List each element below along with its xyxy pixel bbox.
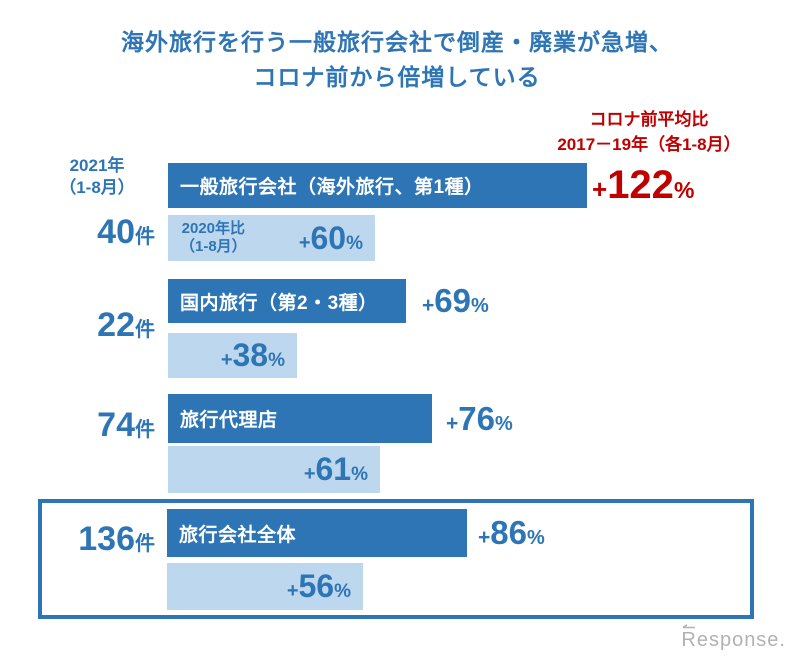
count-value: 40 xyxy=(97,213,135,251)
pre-covid-note-line1: コロナ前平均比 xyxy=(589,110,709,129)
highlight-box-total xyxy=(38,499,754,619)
bar-precovid-agent: 旅行代理店 xyxy=(168,394,432,443)
response-watermark: Response. xyxy=(681,624,786,652)
response-logo-arrow-icon xyxy=(682,624,696,629)
pre-covid-note-line2: 2017－19年（各1-8月） xyxy=(557,135,741,154)
bar-precovid-domestic: 国内旅行（第2・3種） xyxy=(168,279,406,323)
year-axis-label-line2: （1-8月） xyxy=(59,178,135,197)
count-label-total: 136件 xyxy=(18,520,155,565)
bar-category-label: 旅行会社全体 xyxy=(179,524,297,546)
vs-2020-label: 2020年比 （1-8月） xyxy=(168,220,247,256)
count-label-general-agency: 40件 xyxy=(18,213,155,258)
count-unit: 件 xyxy=(135,226,155,248)
bar-category-label: 国内旅行（第2・3種） xyxy=(180,292,378,314)
bar-vs2020-total: +56% xyxy=(167,563,363,610)
pct-precovid-total: +86% xyxy=(478,509,545,557)
pct-vs2020-agent: +61% xyxy=(303,451,368,487)
count-value: 74 xyxy=(97,406,135,444)
chart-title-line1: 海外旅行を行う一般旅行会社で倒産・廃業が急増、 xyxy=(121,29,673,55)
count-label-agent: 74件 xyxy=(18,406,155,451)
chart-title: 海外旅行を行う一般旅行会社で倒産・廃業が急増、 コロナ前から倍増している xyxy=(0,25,794,95)
bar-vs2020-domestic: +38% xyxy=(168,333,297,378)
pct-precovid-domestic: +69% xyxy=(422,279,489,323)
pct-vs2020-general-agency: +60% xyxy=(298,219,363,256)
year-axis-label: 2021年 （1-8月） xyxy=(38,155,156,199)
count-value: 22 xyxy=(97,306,135,344)
pct-text: +122% xyxy=(592,163,695,207)
pre-covid-note: コロナ前平均比 2017－19年（各1-8月） xyxy=(505,107,793,157)
count-unit: 件 xyxy=(135,319,155,341)
count-value: 136 xyxy=(78,520,135,558)
pct-precovid-agent: +76% xyxy=(446,394,513,443)
bar-category-label: 一般旅行会社（海外旅行、第1種） xyxy=(180,177,484,198)
year-axis-label-line1: 2021年 xyxy=(69,156,125,175)
pct-precovid-general-agency: +122% xyxy=(592,163,694,208)
pct-text: +69% xyxy=(422,282,489,319)
bar-vs2020-general-agency: 2020年比 （1-8月） +60% xyxy=(168,215,375,261)
pct-text: +76% xyxy=(446,399,513,437)
count-unit: 件 xyxy=(135,533,155,555)
bar-vs2020-agent: +61% xyxy=(168,446,380,493)
pct-vs2020-total: +56% xyxy=(286,568,351,604)
bar-precovid-general-agency: 一般旅行会社（海外旅行、第1種） xyxy=(168,163,587,208)
vs-2020-label-line2: （1-8月） xyxy=(180,238,247,255)
count-unit: 件 xyxy=(135,419,155,441)
chart-title-line2: コロナ前から倍増している xyxy=(253,64,541,90)
bar-precovid-total: 旅行会社全体 xyxy=(167,509,467,557)
bar-category-label: 旅行代理店 xyxy=(180,410,278,431)
pct-vs2020-domestic: +38% xyxy=(220,337,285,373)
vs-2020-label-line1: 2020年比 xyxy=(181,220,246,237)
pct-text: +86% xyxy=(478,514,545,551)
response-watermark-text: Response. xyxy=(681,629,786,651)
count-label-domestic: 22件 xyxy=(18,306,155,351)
